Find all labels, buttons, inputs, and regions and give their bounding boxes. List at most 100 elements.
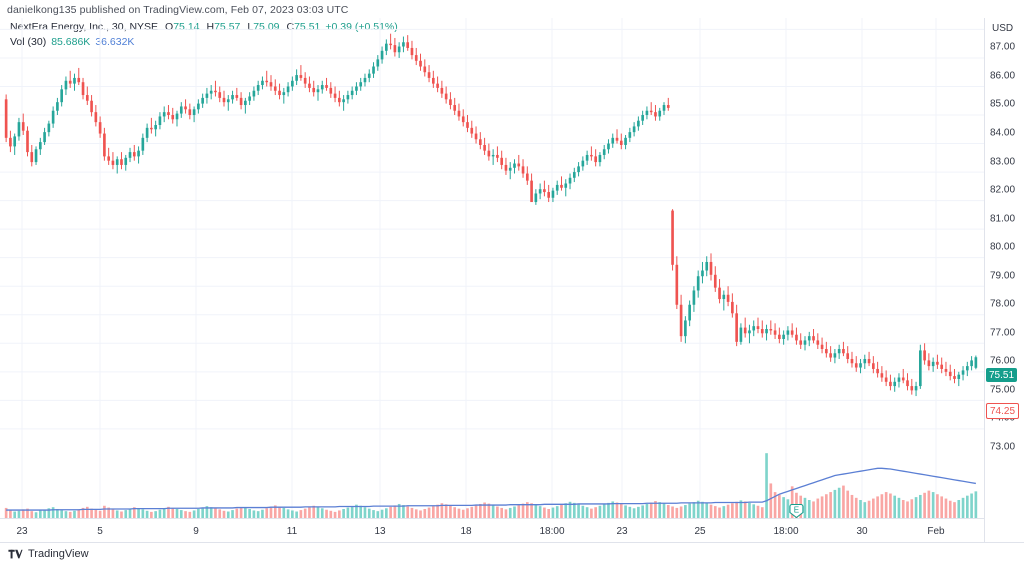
candle-body (154, 125, 157, 130)
volume-bar (479, 503, 482, 518)
candle-body (594, 156, 597, 163)
volume-bar (671, 506, 674, 518)
volume-bar (914, 497, 918, 518)
candle-body (120, 159, 123, 165)
candle-body (103, 133, 106, 157)
symbol-label[interactable]: NextEra Energy, Inc., 30, NYSE (10, 21, 159, 33)
candle-body (269, 82, 273, 87)
volume-bar (338, 510, 341, 518)
volume-bar (666, 505, 670, 518)
volume-bar (312, 505, 316, 518)
volume-bar (34, 512, 38, 518)
candle-body (756, 326, 760, 330)
candle-body (406, 42, 410, 48)
chart-plot-area[interactable]: E (0, 18, 984, 518)
candle-body (440, 87, 444, 94)
tradingview-logo[interactable]: TradingView (8, 548, 89, 560)
candle-body (150, 127, 153, 130)
candle-body (64, 80, 68, 90)
candle-body (291, 80, 294, 87)
tradingview-mark-icon (8, 549, 23, 558)
volume-bar (889, 493, 892, 518)
time-tick-label: Feb (927, 526, 945, 537)
volume-bar (197, 509, 200, 518)
volume-bar (961, 497, 965, 518)
candle-body (739, 327, 743, 342)
price-axis[interactable]: USD 87.00 86.00 85.00 84.00 83.00 82.00 81.00 8… (984, 18, 1024, 542)
volume-bar (931, 492, 935, 518)
candle-body (619, 140, 623, 145)
candle-body (299, 75, 303, 78)
candle-body (453, 105, 457, 111)
volume-bar (906, 501, 909, 518)
volume-bar (709, 504, 713, 518)
volume-bar (205, 506, 209, 518)
volume-bar (837, 487, 841, 518)
volume-bar (333, 511, 337, 518)
volume-bar (457, 508, 461, 518)
time-tick-label: 18:00 (773, 526, 799, 537)
ohlc-low: L75.09 (247, 21, 280, 33)
volume-bar (124, 510, 128, 518)
volume-bar (782, 497, 785, 518)
volume-bar (273, 505, 277, 518)
volume-bar (363, 507, 367, 518)
candle-body (897, 377, 901, 382)
volume-bar (167, 506, 170, 518)
volume-bar (722, 506, 726, 518)
candle-body (385, 43, 388, 51)
volume-bar (628, 506, 632, 518)
candle-body (171, 115, 175, 120)
volume-value: 85.686K (51, 36, 91, 48)
candle-body (709, 261, 713, 275)
candle-body (141, 137, 145, 151)
candle-body (26, 130, 29, 153)
volume-bar (376, 511, 380, 518)
volume-bar (555, 506, 559, 518)
volume-bar (256, 511, 260, 518)
volume-bar (103, 505, 106, 518)
last-price-badge[interactable]: 75.51 (986, 368, 1018, 383)
candle-body (718, 287, 721, 300)
candle-body (641, 115, 644, 121)
price-tick-label: 76.00 (990, 355, 1016, 367)
candle-body (325, 85, 328, 88)
volume-bar (150, 511, 153, 518)
candle-body (504, 164, 508, 171)
volume-bar (867, 500, 871, 518)
candle-body (743, 327, 747, 334)
candle-body (884, 377, 888, 382)
volume-bar (940, 496, 944, 518)
ohlc-high: H75.57 (206, 21, 241, 33)
candle-body (577, 166, 580, 173)
volume-bar (790, 486, 794, 518)
candle-body (209, 90, 213, 94)
volume-bar (120, 511, 123, 518)
time-tick-label: 11 (286, 526, 298, 537)
volume-bar (423, 509, 427, 518)
candle-body (363, 77, 367, 83)
publish-watermark: danielkong135 published on TradingView.c… (7, 4, 349, 16)
volume-bar (778, 494, 781, 518)
volume-bar (585, 507, 589, 518)
candle-body (419, 60, 422, 67)
volume-bar (513, 506, 516, 518)
volume-bar (350, 506, 354, 518)
candle-body (329, 87, 333, 94)
candle-body (859, 363, 862, 368)
volume-bar (534, 504, 538, 518)
candle-body (607, 143, 610, 150)
volume-bar (141, 509, 145, 518)
candle-body (850, 358, 854, 364)
volume-bar (919, 494, 922, 518)
volume-bar (111, 509, 115, 518)
price-tick-label: 86.00 (990, 70, 1016, 82)
time-axis[interactable]: 23 5 9 11 13 18 18:00 23 25 18:00 30 Feb (0, 518, 984, 542)
volume-bar (765, 453, 768, 518)
volume-bar (547, 509, 550, 518)
volume-bar (525, 502, 529, 518)
prev-close-badge[interactable]: 74.25 (986, 403, 1020, 420)
volume-indicator-label[interactable]: Vol (30) (10, 36, 47, 48)
candle-body (295, 75, 298, 81)
candle-body (876, 368, 879, 374)
